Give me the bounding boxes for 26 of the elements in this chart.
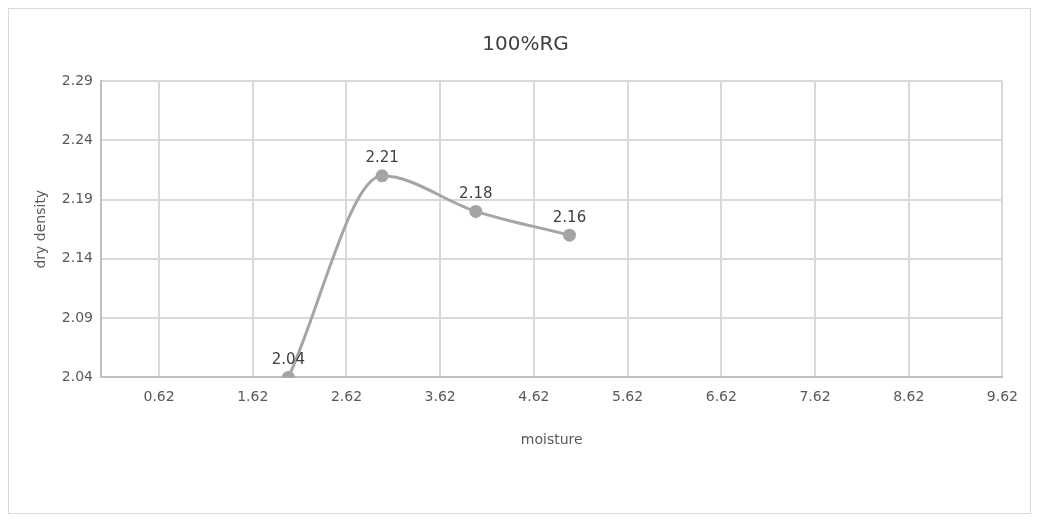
y-tick-label: 2.24	[61, 130, 94, 147]
y-tick-label: 2.04	[61, 368, 94, 385]
x-tick-label: 2.62	[330, 388, 363, 405]
x-tick-label: 5.62	[612, 388, 644, 405]
x-tick-label: 9.62	[986, 388, 1018, 405]
x-tick-label: 8.62	[893, 388, 925, 405]
y-tick-label: 2.19	[61, 190, 93, 207]
point	[469, 204, 483, 218]
y-tick-label: 2.09	[61, 308, 93, 325]
x-tick-label: 4.62	[518, 388, 550, 405]
point	[375, 169, 389, 183]
x-tick-label: 0.62	[143, 388, 175, 405]
x-tick-label: 1.62	[237, 388, 269, 405]
data-label: 2.16	[552, 207, 587, 226]
point	[563, 228, 576, 242]
x-tick-label: 7.62	[799, 388, 831, 405]
data-label: 2.18	[459, 183, 493, 202]
y-tick-label: 2.29	[61, 71, 93, 88]
x-axis-title: moisture	[520, 431, 583, 448]
x-tick-label: 6.62	[705, 388, 737, 405]
data-label: 2.21	[365, 148, 399, 167]
chart-title: 100%RG	[482, 31, 569, 56]
x-tick-label: 3.62	[424, 388, 456, 405]
data-label: 2.04	[271, 349, 306, 368]
y-axis-title: dry density	[32, 189, 49, 269]
y-tick-label: 2.14	[61, 249, 94, 266]
